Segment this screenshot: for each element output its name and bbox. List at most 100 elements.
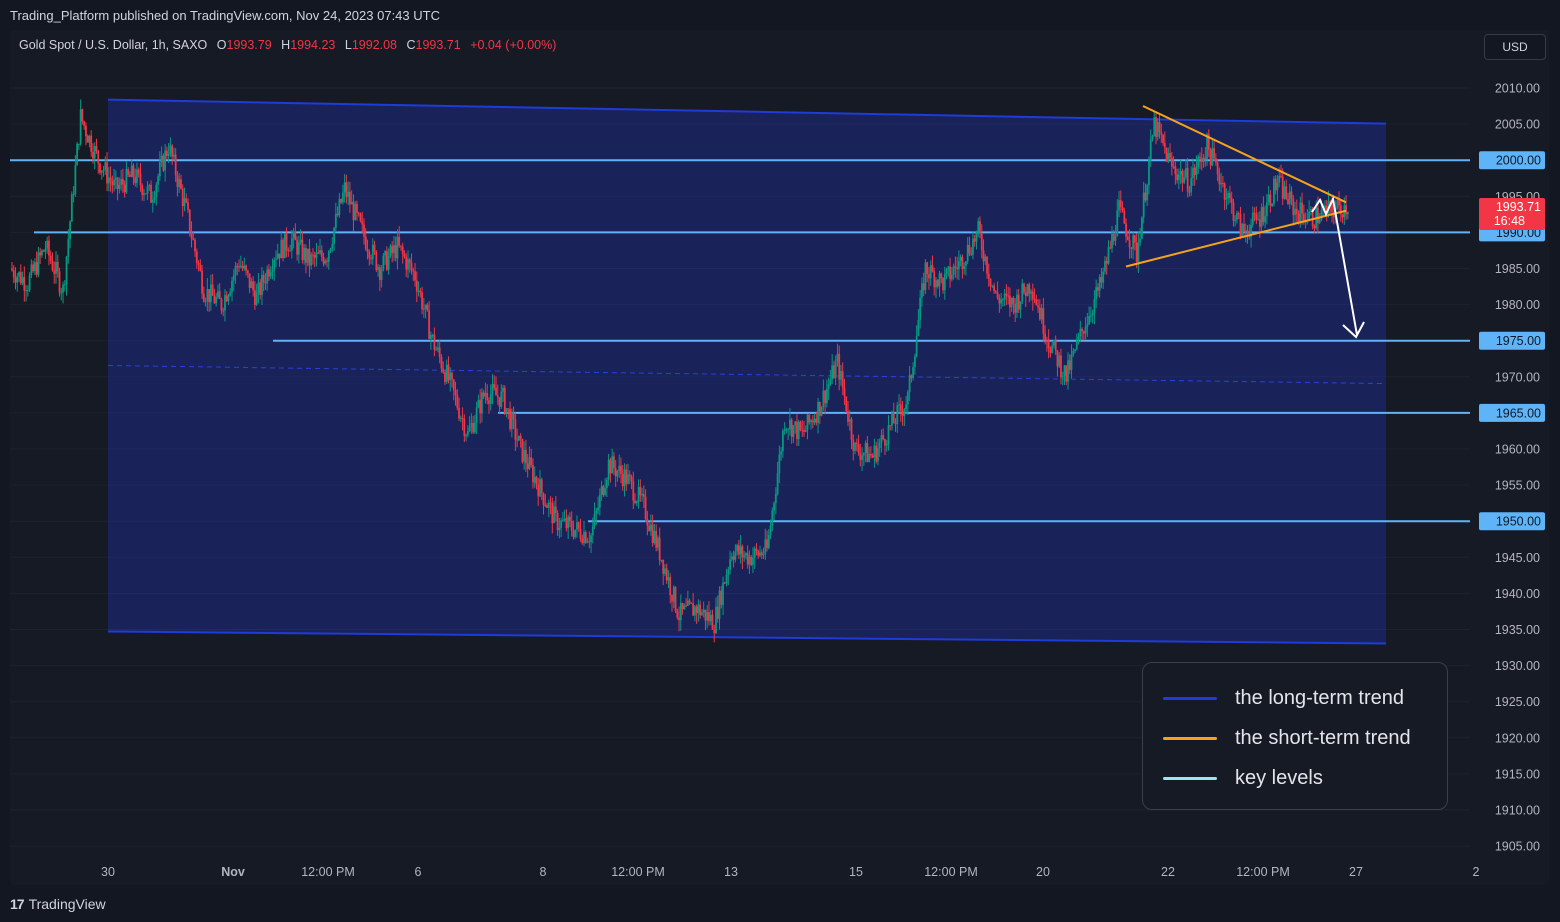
- candle-body: [336, 213, 339, 216]
- candle-body: [989, 278, 992, 286]
- candle-body: [1128, 239, 1131, 248]
- candle-body: [796, 421, 798, 440]
- candle-body: [973, 238, 976, 242]
- candle-body: [378, 267, 381, 280]
- candle-body: [586, 541, 589, 543]
- candle-body: [1051, 345, 1054, 353]
- candle-body: [486, 392, 489, 401]
- candle-body: [297, 242, 300, 255]
- candle-body: [1236, 213, 1238, 220]
- candle-body: [276, 253, 279, 259]
- candle-body: [678, 617, 680, 621]
- candle-body: [1257, 219, 1259, 221]
- candle-body: [718, 590, 721, 619]
- candle-body: [354, 203, 357, 221]
- candle-body: [1040, 308, 1043, 320]
- candle-body: [123, 184, 126, 193]
- candle-body: [980, 233, 983, 251]
- candle-body: [424, 304, 427, 309]
- candle-body: [51, 260, 54, 271]
- candle-body: [1056, 350, 1059, 367]
- candle-body: [1007, 295, 1010, 297]
- candle-body: [1204, 157, 1207, 160]
- candle-body: [238, 266, 240, 268]
- candle-body: [246, 270, 249, 274]
- candle-body: [827, 384, 830, 389]
- candle-body: [780, 451, 783, 455]
- candle-body: [996, 292, 999, 299]
- candle-body: [410, 262, 413, 270]
- tradingview-logo-icon: 17: [10, 896, 25, 912]
- candle-body: [1019, 301, 1022, 310]
- candle-body: [1283, 186, 1286, 199]
- candle-body: [173, 154, 175, 157]
- candle-body: [1309, 209, 1312, 212]
- candle-body: [385, 251, 388, 270]
- candle-body: [820, 407, 823, 416]
- candle-body: [701, 612, 703, 616]
- candle-body: [1153, 117, 1156, 136]
- candle-body: [496, 395, 499, 398]
- candle-body: [533, 476, 536, 483]
- candle-body: [220, 298, 223, 311]
- currency-button[interactable]: USD: [1484, 34, 1546, 60]
- candle-body: [1317, 207, 1319, 224]
- candle-body: [625, 469, 628, 484]
- candle-body: [1271, 203, 1274, 206]
- candle-body: [753, 548, 756, 558]
- candle-body: [93, 146, 96, 159]
- tradingview-brand[interactable]: 17 TradingView: [10, 896, 106, 912]
- candle-body: [442, 368, 445, 373]
- candle-body: [1177, 174, 1180, 181]
- candle-body: [514, 419, 517, 440]
- candle-body: [1188, 191, 1191, 193]
- candle-body: [132, 165, 135, 178]
- candle-body: [1329, 201, 1332, 204]
- candle-body: [683, 605, 686, 610]
- candle-body: [466, 430, 469, 436]
- candle-body: [641, 494, 643, 496]
- candle-body: [1067, 360, 1069, 382]
- candle-body: [813, 418, 816, 423]
- candle-body: [463, 419, 466, 436]
- candle-body: [852, 439, 855, 451]
- low-value: 1992.08: [351, 38, 398, 52]
- candle-body: [840, 371, 842, 380]
- candle-body: [1213, 148, 1215, 159]
- candle-body: [185, 198, 188, 203]
- candle-body: [1206, 134, 1208, 160]
- candle-body: [245, 265, 247, 271]
- candle-body: [1225, 198, 1228, 200]
- candle-body: [129, 174, 131, 177]
- candle-body: [583, 532, 585, 544]
- key-level-tag: [1479, 403, 1545, 422]
- candle-body: [481, 392, 483, 414]
- candle-body: [1170, 157, 1173, 167]
- key-level-tag: [1479, 512, 1545, 531]
- candle-body: [401, 246, 404, 254]
- candle-body: [444, 372, 446, 382]
- candle-body: [23, 277, 26, 291]
- candle-body: [359, 214, 362, 222]
- candle-body: [456, 395, 459, 408]
- candle-body: [1017, 294, 1020, 310]
- candle-body: [936, 280, 939, 287]
- candle-body: [1126, 236, 1129, 240]
- candle-body: [327, 251, 330, 262]
- symbol-info: Gold Spot / U.S. Dollar, 1h, SAXO O1993.…: [19, 38, 556, 52]
- candle-body: [331, 243, 334, 249]
- candle-body: [713, 629, 716, 634]
- candle-body: [949, 266, 951, 280]
- candle-body: [1075, 339, 1078, 350]
- candle-body: [1100, 276, 1103, 283]
- y-tick-label: 1970.00: [1495, 370, 1540, 384]
- candle-body: [435, 349, 438, 351]
- symbol-name: Gold Spot / U.S. Dollar, 1h, SAXO: [19, 38, 208, 52]
- candle-body: [1269, 194, 1272, 206]
- candle-body: [553, 506, 555, 524]
- candle-body: [1009, 295, 1011, 308]
- candle-body: [49, 255, 52, 261]
- candle-body: [871, 455, 874, 458]
- candle-body: [213, 295, 216, 304]
